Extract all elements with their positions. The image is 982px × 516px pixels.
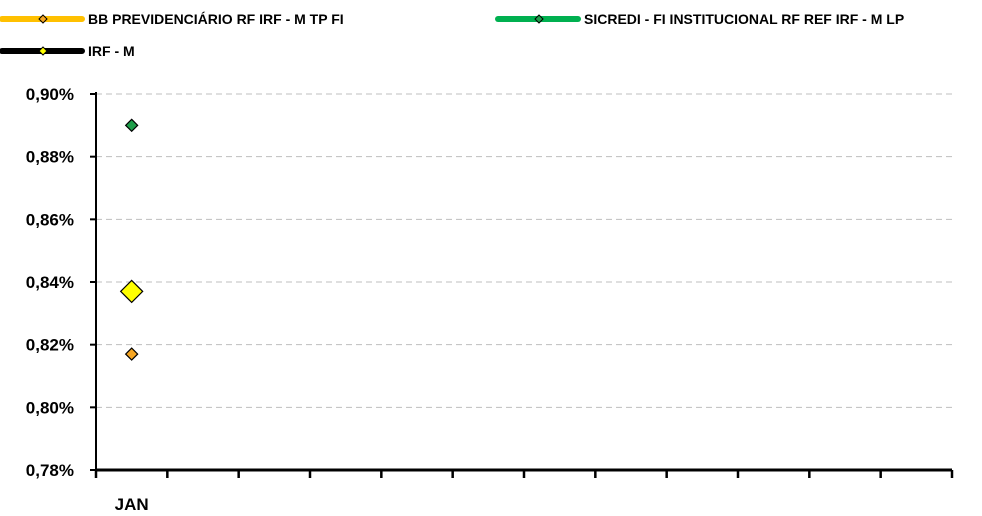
data-point: [124, 347, 139, 361]
legend-item: BB PREVIDENCIÁRIO RF IRF - M TP FI: [0, 11, 344, 27]
axes: [95, 92, 952, 472]
gridlines: [96, 93, 952, 408]
y-tick-labels: 0,78% 0,80% 0,82% 0,84% 0,86% 0,88% 0,90%: [26, 85, 96, 480]
y-tick-label: 0,84%: [26, 273, 74, 292]
legend-label: BB PREVIDENCIÁRIO RF IRF - M TP FI: [88, 11, 344, 27]
legend-label: SICREDI - FI INSTITUCIONAL RF REF IRF - …: [584, 11, 904, 27]
legend-marker: [534, 14, 544, 24]
y-tick-label: 0,86%: [26, 210, 74, 229]
legend: BB PREVIDENCIÁRIO RF IRF - M TP FI SICRED…: [0, 11, 904, 59]
legend-item: SICREDI - FI INSTITUCIONAL RF REF IRF - …: [495, 11, 904, 27]
data-points: [119, 118, 144, 361]
data-point: [119, 279, 144, 304]
data-point: [124, 118, 139, 133]
y-tick-label: 0,90%: [26, 85, 74, 104]
legend-item: IRF - M: [0, 43, 135, 59]
y-tick-label: 0,82%: [26, 336, 74, 355]
legend-marker: [38, 46, 48, 56]
legend-marker: [38, 14, 48, 24]
y-tick-label: 0,88%: [26, 148, 74, 167]
x-tick-label: JAN: [115, 495, 149, 514]
x-tick-labels: JAN: [94, 470, 954, 514]
y-tick-label: 0,78%: [26, 461, 74, 480]
y-tick-label: 0,80%: [26, 398, 74, 417]
legend-label: IRF - M: [88, 43, 135, 59]
